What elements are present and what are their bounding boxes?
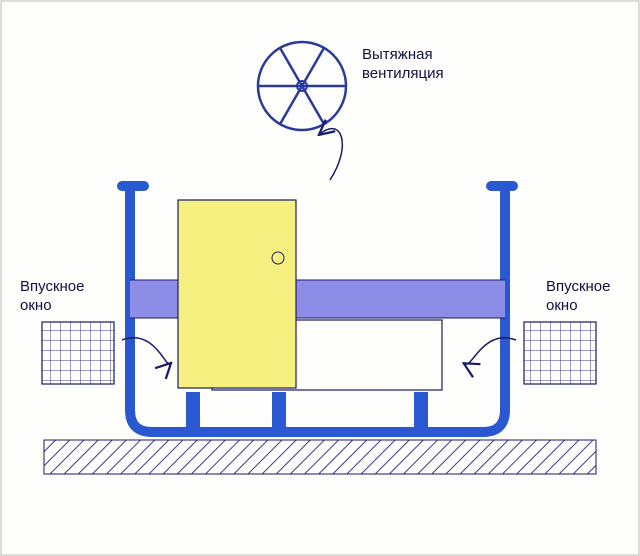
label-inlet-left: Впускное окно [20, 278, 85, 316]
generator-engine-block [178, 200, 296, 388]
floor-hatch [44, 440, 596, 474]
foot-1 [272, 392, 286, 432]
foot-0 [186, 392, 200, 432]
inlet-grid-left [42, 322, 114, 384]
label-inlet-right: Впускное окно [546, 278, 611, 316]
diagram-svg [0, 0, 640, 556]
inlet-grid-right [524, 322, 596, 384]
diagram-canvas: Вытяжная вентиляция Впускное окно Впускн… [0, 0, 640, 556]
foot-2 [414, 392, 428, 432]
label-exhaust-ventilation: Вытяжная вентиляция [362, 46, 444, 84]
arrow-exhaust [320, 129, 342, 180]
